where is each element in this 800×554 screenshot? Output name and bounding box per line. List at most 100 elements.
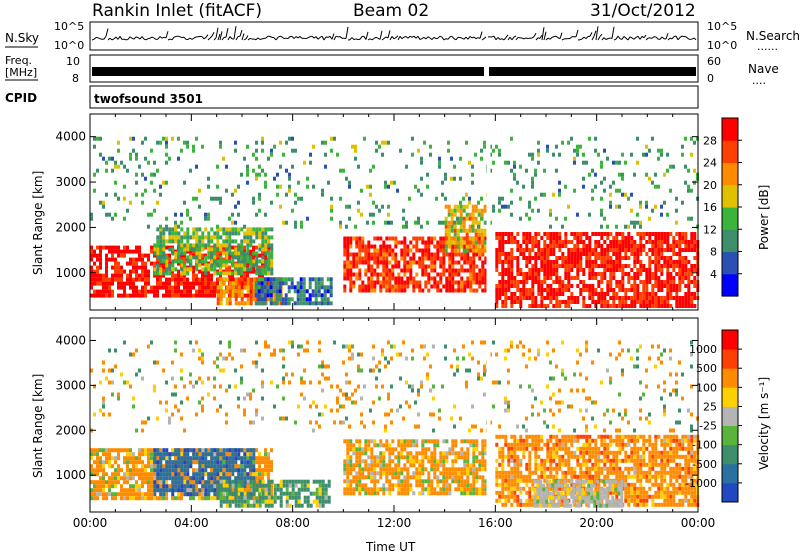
range-cell [462, 248, 466, 253]
range-cell [355, 475, 359, 480]
range-cell [555, 216, 558, 221]
range-cell [522, 252, 526, 256]
range-cell [252, 289, 256, 294]
range-cell [105, 289, 108, 294]
range-cell [484, 288, 488, 293]
range-cell [660, 240, 664, 244]
range-cell [367, 463, 371, 468]
range-cell [186, 212, 189, 217]
range-cell [108, 277, 111, 282]
range-cell [352, 256, 356, 261]
range-cell [260, 293, 264, 298]
range-cell [633, 172, 636, 177]
range-cell [258, 164, 261, 169]
range-cell [93, 136, 96, 141]
range-cell [192, 265, 195, 270]
range-cell [639, 252, 643, 256]
range-cell [153, 480, 157, 485]
range-cell [687, 188, 690, 193]
range-cell [144, 480, 147, 485]
range-cell [99, 281, 102, 286]
range-cell [394, 256, 398, 261]
range-cell [343, 467, 347, 472]
range-cell [379, 284, 383, 289]
range-cell [388, 252, 392, 257]
range-cell [141, 285, 144, 290]
nsky-segment [141, 36, 145, 40]
range-cell [183, 285, 186, 290]
range-cell [237, 495, 241, 500]
range-cell [252, 269, 255, 274]
range-cell [108, 464, 111, 469]
range-cell [585, 160, 588, 165]
range-cell [180, 253, 183, 258]
range-cell [630, 304, 634, 308]
range-cell [198, 251, 202, 256]
range-cell [159, 251, 163, 256]
range-cell [358, 491, 362, 496]
nsky-segment [205, 34, 209, 38]
range-cell [469, 248, 473, 253]
range-cell [687, 276, 691, 280]
range-cell [165, 452, 169, 457]
range-cell [645, 252, 649, 256]
range-cell [228, 277, 231, 282]
range-cell [690, 240, 694, 244]
range-cell [609, 232, 613, 236]
range-cell [411, 152, 414, 157]
nsky-segment [227, 36, 231, 41]
range-cell [639, 296, 643, 300]
range-cell [681, 240, 685, 244]
range-cell [147, 480, 150, 485]
range-cell [267, 460, 270, 465]
range-cell [666, 256, 670, 260]
range-cell [567, 264, 571, 268]
range-cell [552, 152, 555, 157]
range-cell [552, 280, 556, 284]
range-cell [609, 296, 613, 300]
range-cell [585, 236, 589, 240]
range-cell [633, 256, 637, 260]
range-cell [343, 260, 347, 265]
range-cell [189, 247, 193, 252]
range-cell [210, 460, 214, 465]
range-cell [648, 176, 651, 181]
nsky-trace [91, 26, 697, 41]
range-cell [165, 492, 168, 497]
range-cell [477, 228, 481, 233]
nsky-segment [579, 38, 583, 41]
range-cell [552, 264, 556, 268]
range-cell [472, 268, 476, 273]
range-cell [612, 268, 616, 272]
range-cell [234, 281, 238, 286]
range-cell [594, 288, 598, 292]
range-cell [138, 452, 141, 457]
freq-tick-high: 10 [66, 55, 80, 68]
range-cell [156, 273, 159, 278]
range-cell [165, 224, 168, 229]
range-cell [379, 256, 383, 261]
range-cell [367, 244, 371, 249]
range-cell [459, 208, 463, 213]
range-cell [210, 196, 213, 201]
range-cell [213, 259, 217, 264]
range-cell [291, 495, 295, 500]
range-cell [678, 280, 682, 284]
range-cell [588, 288, 592, 292]
range-cell [484, 236, 488, 241]
range-cell [249, 476, 253, 481]
range-cell [651, 296, 655, 300]
range-cell [453, 208, 457, 213]
nsky-segment [637, 36, 641, 40]
range-cell [138, 496, 141, 501]
range-cell [207, 263, 211, 268]
range-cell [687, 284, 691, 288]
range-cell [99, 492, 102, 497]
range-cell [132, 293, 135, 298]
range-cell [117, 196, 120, 201]
range-cell [537, 292, 541, 296]
range-cell [297, 487, 301, 492]
nsky-segment [239, 29, 243, 37]
range-cell [430, 256, 434, 261]
range-cell [639, 248, 643, 252]
